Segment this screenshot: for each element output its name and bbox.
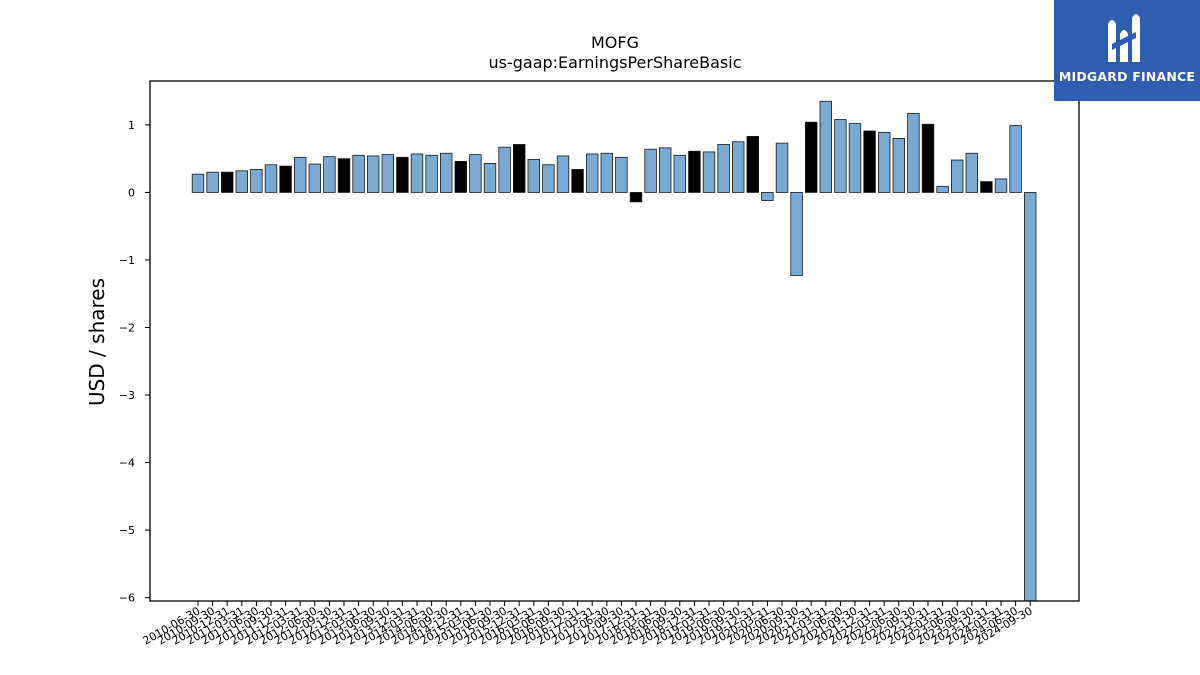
bar-2011-09-30 bbox=[264, 164, 278, 193]
bar-2013-03-31 bbox=[352, 154, 365, 193]
bar-2022-03-31 bbox=[878, 131, 891, 193]
bar-2021-03-31 bbox=[819, 100, 833, 193]
y-tick-label: 1 bbox=[128, 119, 135, 132]
bar-2011-12-31 bbox=[279, 165, 292, 193]
bar-2022-06-30 bbox=[892, 137, 906, 193]
bar-2010-09-30 bbox=[206, 171, 219, 193]
bar-2010-06-30 bbox=[191, 173, 205, 193]
bar-series bbox=[191, 100, 1037, 602]
bar-2018-12-31 bbox=[688, 150, 701, 193]
midgard-finance-logo: MIDGARD FINANCE bbox=[1054, 0, 1200, 101]
bar-2010-12-31 bbox=[220, 171, 234, 193]
bar-2019-06-30 bbox=[717, 144, 730, 193]
bar-2016-06-30 bbox=[542, 164, 555, 193]
midgard-logo-icon bbox=[1108, 14, 1140, 62]
bar-2012-03-31 bbox=[293, 156, 307, 193]
bar-2019-09-30 bbox=[732, 141, 745, 193]
logo-text: MIDGARD FINANCE bbox=[1058, 69, 1196, 84]
bar-2015-09-30 bbox=[498, 146, 511, 193]
y-tick-label: −4 bbox=[119, 457, 135, 470]
bar-2024-09-30 bbox=[1024, 192, 1037, 602]
bar-2014-09-30 bbox=[439, 152, 453, 193]
bar-2018-03-31 bbox=[644, 148, 657, 193]
bar-2020-09-30 bbox=[790, 192, 803, 276]
bar-2021-12-31 bbox=[863, 130, 876, 193]
bar-2018-06-30 bbox=[659, 147, 672, 193]
y-tick-label: −3 bbox=[119, 389, 135, 402]
y-tick-label: 0 bbox=[128, 186, 135, 199]
bar-2023-12-31 bbox=[980, 181, 993, 193]
bar-2012-12-31 bbox=[337, 158, 351, 193]
bar-2021-06-30 bbox=[834, 119, 847, 193]
bar-2013-12-31 bbox=[396, 156, 409, 193]
bar-2016-03-31 bbox=[527, 158, 541, 193]
bar-2015-06-30 bbox=[483, 162, 497, 193]
bar-2011-03-31 bbox=[235, 170, 249, 193]
bar-2022-12-31 bbox=[921, 123, 935, 193]
bar-2013-09-30 bbox=[381, 154, 395, 193]
y-tick-label: −1 bbox=[119, 254, 135, 267]
bar-2014-12-31 bbox=[454, 160, 468, 193]
bar-2020-03-31 bbox=[761, 192, 774, 201]
bar-2024-03-31 bbox=[994, 178, 1008, 193]
bar-2014-03-31 bbox=[410, 153, 424, 193]
bar-2019-12-31 bbox=[746, 135, 760, 193]
bar-2014-06-30 bbox=[425, 154, 438, 193]
bar-2015-12-31 bbox=[513, 144, 526, 193]
bar-2021-09-30 bbox=[848, 123, 862, 193]
y-tick-label: −5 bbox=[119, 524, 135, 537]
x-axis-ticks: 2010-06-302010-09-302010-12-312011-03-31… bbox=[141, 601, 1035, 648]
bar-2012-06-30 bbox=[308, 163, 322, 193]
y-tick-label: −6 bbox=[119, 592, 135, 605]
y-axis-label: USD / shares bbox=[85, 278, 109, 406]
bar-2019-03-31 bbox=[702, 151, 716, 193]
bar-2017-09-30 bbox=[615, 156, 628, 193]
bar-2016-12-31 bbox=[571, 169, 584, 193]
bar-2024-06-30 bbox=[1009, 125, 1022, 193]
chart-subtitle: us-gaap:EarningsPerShareBasic bbox=[488, 53, 741, 72]
bar-2017-03-31 bbox=[586, 153, 599, 193]
bar-2012-09-30 bbox=[323, 156, 336, 193]
y-tick-label: −2 bbox=[119, 321, 135, 334]
bar-2020-12-31 bbox=[805, 121, 818, 193]
bar-2023-09-30 bbox=[965, 152, 979, 193]
bar-2013-06-30 bbox=[366, 155, 380, 193]
y-axis-ticks: 1 0 −1 −2 −3 −4 −5 −6 bbox=[119, 119, 150, 605]
bar-2018-09-30 bbox=[673, 154, 687, 193]
chart-title: MOFG bbox=[591, 33, 639, 52]
plot-frame bbox=[149, 80, 1080, 602]
bar-2011-06-30 bbox=[250, 169, 263, 193]
bar-2016-09-30 bbox=[556, 155, 570, 193]
bar-2017-12-31 bbox=[629, 192, 643, 203]
bar-2017-06-30 bbox=[600, 152, 614, 193]
bar-2015-03-31 bbox=[469, 154, 482, 193]
bar-2023-03-31 bbox=[936, 185, 949, 193]
bar-2022-09-30 bbox=[907, 113, 920, 193]
bar-2023-06-30 bbox=[951, 159, 964, 193]
bar-2020-06-30 bbox=[775, 142, 789, 193]
